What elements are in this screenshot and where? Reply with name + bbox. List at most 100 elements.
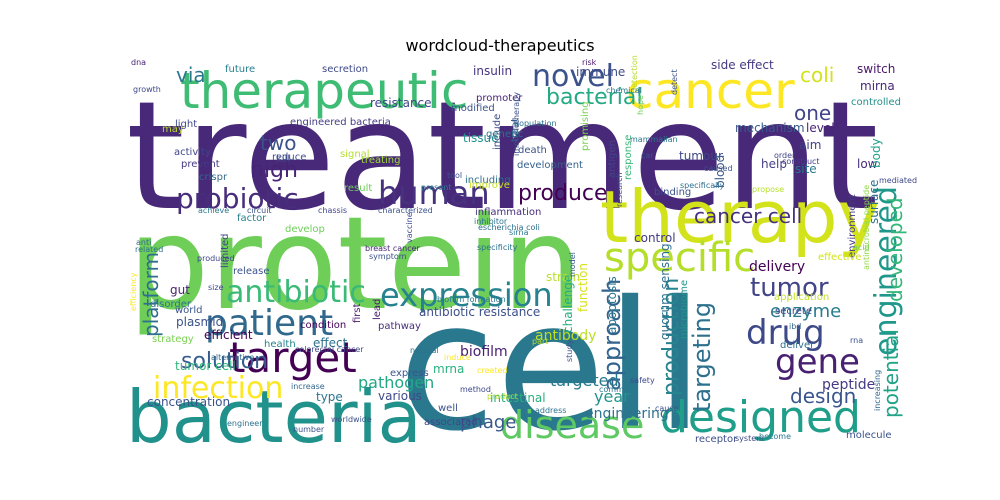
word-colorectal-cancer: colorectal cancer: [295, 345, 364, 354]
word-development: development: [517, 160, 583, 171]
word-lead: lead: [372, 299, 383, 320]
word-level: level: [806, 121, 835, 135]
word-hope: hope: [636, 95, 645, 115]
word-potential: potential: [879, 329, 903, 418]
word-inflammation: inflammation: [475, 207, 541, 218]
word-surface: surface: [867, 180, 881, 224]
word-promoter: promoter: [476, 93, 523, 104]
chart-title: wordcloud-therapeutics: [405, 36, 595, 55]
word-safety: safety: [630, 376, 655, 385]
word-result: result: [344, 183, 372, 194]
word-antimicrobial-peptide: antimicrobial peptide: [862, 185, 871, 270]
word-induce: induce: [444, 353, 471, 362]
word-binding: binding: [654, 187, 691, 198]
word-developed: developed: [883, 197, 907, 302]
word-achieve: achieve: [198, 206, 229, 215]
word-microbiome: microbiome: [679, 280, 690, 339]
word-efficiency: efficiency: [129, 272, 138, 311]
word-pathogen: pathogen: [358, 373, 434, 392]
word-secretion: secretion: [322, 64, 368, 75]
word-address: address: [535, 406, 566, 415]
word-protein: protein: [128, 190, 583, 339]
word-infection: infection: [153, 371, 283, 406]
word-therapy: therapy: [600, 175, 880, 259]
word-disease: disease: [500, 403, 644, 447]
word-present: present: [421, 183, 451, 192]
word-two: two: [260, 131, 296, 155]
word-anti: anti: [136, 238, 151, 247]
word-study: study: [565, 340, 574, 362]
word-body: body: [869, 138, 883, 168]
word-vaccine: vaccine: [405, 212, 414, 243]
word-tumour: tumour: [679, 149, 723, 163]
word-strategy: strategy: [152, 334, 194, 345]
word-natural: natural: [410, 346, 439, 355]
word-increase: increase: [291, 382, 325, 391]
word-chassis: chassis: [318, 206, 347, 215]
word-tumor: tumor: [750, 273, 829, 303]
word-one: one: [794, 101, 831, 125]
word-target: target: [229, 333, 357, 382]
word-escherichia-coli: escherichia coli: [478, 223, 540, 232]
word-secrete: secrete: [775, 306, 812, 317]
word-year: year: [594, 387, 630, 406]
word-detection: detection: [630, 55, 639, 93]
word-inhibitor: inhibitor: [474, 217, 508, 226]
word-production: production: [659, 278, 684, 396]
word-alternative: alternative: [211, 353, 254, 362]
word-construct: construct: [782, 157, 820, 166]
word-intestinal: intestinal: [490, 391, 546, 405]
word-challenge: challenge: [561, 275, 575, 333]
word-health: health: [264, 339, 296, 350]
word-type: type: [316, 390, 343, 404]
word-breast-cancer: breast cancer: [365, 244, 421, 253]
word-product: product: [487, 392, 518, 401]
word-factor: factor: [237, 213, 267, 224]
word-crispr: crispr: [199, 172, 228, 183]
word-improve: improve: [469, 180, 510, 191]
word-may: may: [162, 124, 184, 135]
word-symptom: symptom: [369, 252, 407, 261]
word-increasing: increasing: [873, 370, 882, 411]
word-method: method: [460, 385, 491, 394]
word-chemical: chemical: [606, 86, 642, 95]
word-patient: patient: [205, 303, 333, 344]
word-mrna: mrna: [433, 362, 464, 376]
word-part: part: [532, 337, 548, 346]
word-cancer: cancer: [626, 62, 795, 120]
word-tool: tool: [447, 171, 462, 180]
word-insulin: insulin: [473, 64, 512, 78]
word-help: help: [761, 157, 787, 171]
word-side-effect: side effect: [711, 58, 774, 72]
word-immunotherapy: immunotherapy: [512, 92, 521, 156]
word-engineered-bacteria: engineered bacteria: [290, 117, 391, 128]
word-common: common: [599, 385, 634, 394]
word-concentration: concentration: [147, 395, 230, 409]
word-mammalian: mammalian: [630, 135, 678, 144]
word-site: site: [795, 162, 817, 176]
word-cancer-cell: cancer cell: [694, 204, 802, 228]
word-expression: expression: [380, 276, 553, 314]
word-cell: cell: [398, 263, 704, 470]
word-treat: treat: [510, 118, 521, 142]
word-plasmid: plasmid: [176, 315, 223, 329]
word-application: application: [774, 292, 829, 303]
word-effective: effective: [818, 252, 861, 263]
word-control: control: [634, 231, 676, 245]
word-quorum-sensing: quorum sensing: [658, 243, 672, 340]
word-environment: environment: [847, 194, 858, 258]
word-well: well: [438, 403, 458, 414]
word-effect: effect: [313, 336, 348, 350]
word-mediated: mediated: [879, 176, 917, 185]
word-reduce: reduce: [272, 152, 306, 163]
word-growth: growth: [133, 85, 161, 94]
word-including: including: [465, 175, 511, 186]
word-enzyme: enzyme: [770, 301, 841, 322]
word-treatment: treatment: [126, 70, 879, 244]
word-strain: strain: [546, 270, 580, 284]
word-include: include: [492, 114, 503, 150]
word-develop: develop: [285, 224, 325, 235]
word-genetic: genetic: [486, 129, 523, 140]
word-immune: immune: [576, 65, 625, 79]
word-kill: kill: [276, 154, 290, 165]
